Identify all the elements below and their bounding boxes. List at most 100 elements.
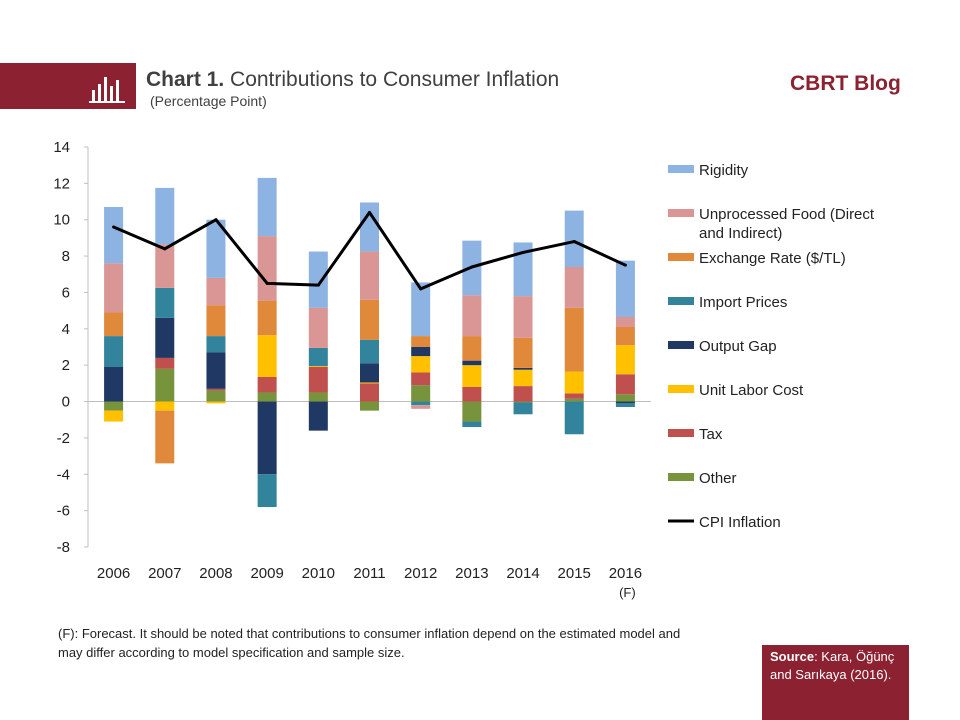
bar-segment-exchange-rate-tl bbox=[411, 336, 431, 347]
bar-segment-unit-labor-cost bbox=[513, 369, 533, 387]
x-tick-label: 2009 bbox=[250, 565, 283, 582]
bar-segment-tax bbox=[360, 383, 379, 402]
brand-label: CBRT Blog bbox=[790, 72, 901, 95]
bar-segment-rigidity bbox=[155, 187, 175, 245]
line-layer bbox=[112, 210, 627, 291]
cpi-inflation-point bbox=[265, 281, 269, 285]
x-tick-sublabel: (F) bbox=[619, 585, 636, 600]
bar-segment-unprocessed-food-direct-and-indirect bbox=[411, 405, 431, 409]
bar-segment-exchange-rate-tl bbox=[513, 337, 533, 368]
bar-segment-import-prices bbox=[104, 336, 124, 367]
bar-segment-unit-labor-cost bbox=[155, 401, 175, 411]
y-tick-label: 6 bbox=[62, 284, 70, 301]
bar-segment-other bbox=[104, 401, 124, 411]
y-tick-label: 0 bbox=[62, 394, 70, 411]
cpi-inflation-point bbox=[419, 287, 423, 291]
bar-segment-unprocessed-food-direct-and-indirect bbox=[308, 307, 328, 348]
legend-label-unprocessed-food-direct-and-indirect: Unprocessed Food (Direct bbox=[699, 206, 875, 223]
legend-label-rigidity: Rigidity bbox=[699, 162, 749, 179]
bar-segment-rigidity bbox=[411, 282, 431, 337]
bar-segment-other bbox=[564, 398, 584, 402]
cpi-inflation-point bbox=[470, 265, 474, 269]
bar-segment-tax bbox=[513, 386, 533, 402]
bar-segment-tax bbox=[615, 374, 635, 395]
legend-swatch-rigidity bbox=[668, 165, 694, 173]
bar-segment-other bbox=[360, 401, 379, 411]
x-tick-label: 2014 bbox=[506, 565, 539, 582]
bar-segment-unit-labor-cost bbox=[462, 365, 482, 387]
bar-segment-import-prices bbox=[564, 401, 584, 435]
legend-label-unit-labor-cost: Unit Labor Cost bbox=[699, 382, 804, 399]
y-tick-label: 14 bbox=[53, 139, 70, 156]
bar-segment-unprocessed-food-direct-and-indirect bbox=[155, 244, 175, 288]
legend: Rigidity Unprocessed Food (Direct and Indi… bbox=[668, 162, 875, 531]
bar-segment-unit-labor-cost bbox=[257, 335, 277, 377]
bar-segment-rigidity bbox=[104, 207, 124, 264]
legend-label-exchange-rate-tl: Exchange Rate ($/TL) bbox=[699, 250, 846, 267]
bar-segment-unit-labor-cost bbox=[615, 345, 635, 375]
x-tick-label: 2015 bbox=[558, 565, 591, 582]
legend-label-cpi-inflation: CPI Inflation bbox=[699, 514, 781, 531]
source-box: Source: Kara, Öğünç and Sarıkaya (2016). bbox=[762, 645, 909, 720]
bar-segment-exchange-rate-tl bbox=[360, 299, 379, 340]
y-tick-label: -2 bbox=[57, 430, 70, 447]
bar-segment-import-prices bbox=[257, 474, 277, 507]
bars-layer bbox=[104, 177, 635, 507]
bar-segment-output-gap bbox=[411, 347, 431, 357]
bar-segment-output-gap bbox=[308, 401, 328, 431]
bar-segment-other bbox=[206, 390, 226, 402]
cpi-inflation-point bbox=[214, 218, 218, 222]
bar-segment-unit-labor-cost bbox=[206, 401, 226, 404]
chart-subtitle: (Percentage Point) bbox=[150, 93, 267, 109]
axis-layer: -8 -6 -4 -2 0 2 4 6 8 10 12 14 bbox=[53, 139, 651, 556]
legend-swatch-import-prices bbox=[668, 297, 694, 305]
bar-segment-output-gap bbox=[257, 401, 277, 475]
legend-label-output-gap: Output Gap bbox=[699, 338, 777, 355]
bar-segment-other bbox=[308, 392, 328, 402]
cpi-inflation-point bbox=[572, 240, 576, 244]
x-tick-label: 2007 bbox=[148, 565, 181, 582]
bar-segment-unprocessed-food-direct-and-indirect bbox=[513, 296, 533, 338]
bar-segment-other bbox=[462, 401, 482, 422]
bar-segment-tax bbox=[257, 377, 277, 393]
bar-segment-exchange-rate-tl bbox=[155, 410, 175, 464]
bar-segment-other bbox=[155, 368, 175, 402]
x-tick-label: 2011 bbox=[353, 565, 385, 582]
y-tick-label: 2 bbox=[62, 357, 70, 374]
cpi-inflation-point bbox=[623, 263, 627, 267]
bar-segment-tax bbox=[564, 393, 584, 399]
x-tick-label: 2010 bbox=[302, 565, 335, 582]
bar-chart-icon bbox=[89, 77, 125, 103]
bar-segment-import-prices bbox=[411, 401, 431, 406]
bar-segment-other bbox=[257, 392, 277, 402]
bar-segment-tax bbox=[462, 387, 482, 402]
bar-segment-exchange-rate-tl bbox=[206, 305, 226, 337]
bar-segment-tax bbox=[411, 372, 431, 386]
bar-segment-unprocessed-food-direct-and-indirect bbox=[564, 267, 584, 308]
bar-segment-exchange-rate-tl bbox=[462, 336, 482, 361]
bar-segment-unprocessed-food-direct-and-indirect bbox=[104, 263, 124, 313]
legend-swatch-output-gap bbox=[668, 341, 694, 349]
bar-segment-output-gap bbox=[206, 352, 226, 389]
y-tick-label: 12 bbox=[53, 175, 70, 192]
x-tick-label: 2006 bbox=[97, 565, 130, 582]
bar-segment-import-prices bbox=[308, 347, 328, 367]
bar-segment-other bbox=[615, 394, 635, 402]
legend-swatch-tax bbox=[668, 429, 694, 437]
bar-segment-import-prices bbox=[206, 336, 226, 353]
bar-segment-output-gap bbox=[615, 401, 635, 404]
cpi-inflation-point bbox=[163, 247, 167, 251]
y-tick-label: 8 bbox=[62, 248, 70, 265]
cpi-inflation-point bbox=[521, 250, 525, 254]
legend-swatch-other bbox=[668, 473, 694, 481]
bar-segment-unprocessed-food-direct-and-indirect bbox=[615, 317, 635, 327]
legend-swatch-unprocessed-food-direct-and-indirect bbox=[668, 209, 694, 217]
bar-segment-import-prices bbox=[155, 287, 175, 318]
bar-segment-rigidity bbox=[257, 177, 277, 237]
bar-segment-rigidity bbox=[360, 202, 379, 252]
legend-label-tax: Tax bbox=[699, 426, 723, 443]
bar-segment-output-gap bbox=[360, 363, 379, 383]
bar-segment-other bbox=[513, 401, 533, 403]
y-tick-label: -8 bbox=[57, 539, 70, 556]
bar-segment-other bbox=[411, 385, 431, 402]
